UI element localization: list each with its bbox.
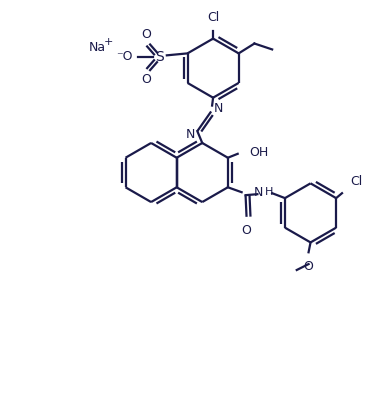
Text: O: O	[242, 224, 251, 237]
Text: O: O	[304, 260, 314, 273]
Text: Cl: Cl	[350, 175, 362, 188]
Text: O: O	[141, 74, 151, 86]
Text: +: +	[104, 37, 114, 46]
Text: Cl: Cl	[207, 11, 219, 24]
Text: ⁻O: ⁻O	[116, 50, 133, 63]
Text: OH: OH	[250, 146, 269, 159]
Text: H: H	[265, 187, 274, 197]
Text: O: O	[141, 28, 151, 41]
Text: N: N	[213, 102, 223, 115]
Text: S: S	[155, 50, 164, 64]
Text: N: N	[254, 186, 263, 199]
Text: Na: Na	[88, 41, 105, 54]
Text: N: N	[186, 127, 195, 141]
